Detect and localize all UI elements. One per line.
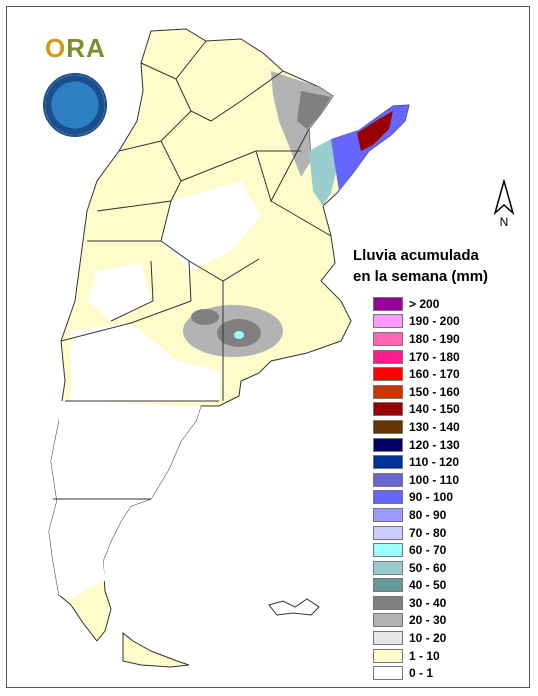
legend-label: 10 - 20	[409, 631, 447, 646]
legend-row: 180 - 190	[373, 330, 460, 348]
legend-label: 70 - 80	[409, 525, 447, 540]
legend-swatch	[373, 490, 403, 505]
legend-swatch	[373, 296, 403, 311]
legend-row: 170 - 180	[373, 348, 460, 366]
legend-row: 70 - 80	[373, 524, 460, 542]
legend-row: 190 - 200	[373, 313, 460, 331]
legend-label: 150 - 160	[409, 384, 460, 399]
legend-row: 1 - 10	[373, 647, 460, 665]
legend-swatch	[373, 384, 403, 399]
legend-swatch	[373, 578, 403, 593]
legend-row: 140 - 150	[373, 401, 460, 419]
legend-label: 130 - 140	[409, 419, 460, 434]
legend-swatch	[373, 525, 403, 540]
legend-swatch	[373, 349, 403, 364]
misiones-rain-blue-band	[331, 105, 409, 191]
legend-label: 140 - 150	[409, 402, 460, 417]
province-boundaries	[53, 40, 332, 500]
legend-label: 40 - 50	[409, 578, 447, 593]
legend-swatch	[373, 367, 403, 382]
legend-label: 100 - 110	[409, 472, 460, 487]
legend-row: 20 - 30	[373, 612, 460, 630]
legend-title-line1: Lluvia acumulada	[353, 247, 479, 264]
legend-label: 20 - 30	[409, 613, 447, 628]
legend-row: 130 - 140	[373, 418, 460, 436]
south-dry-zone	[49, 401, 201, 599]
north-arrow-icon: N	[493, 179, 515, 229]
legend-row: 90 - 100	[373, 489, 460, 507]
misiones-rain-core	[357, 111, 393, 151]
map-frame: ORA N Lluvia acumulada en la semana (mm)…	[6, 6, 530, 688]
legend-row: 160 - 170	[373, 365, 460, 383]
legend-label: 180 - 190	[409, 331, 460, 346]
legend-row: > 200	[373, 295, 460, 313]
legend-row: 80 - 90	[373, 506, 460, 524]
legend-swatch	[373, 543, 403, 558]
legend-swatch	[373, 437, 403, 452]
legend-title: Lluvia acumulada en la semana (mm)	[353, 245, 488, 287]
legend-label: 60 - 70	[409, 543, 447, 558]
legend-row: 60 - 70	[373, 541, 460, 559]
legend-label: 170 - 180	[409, 349, 460, 364]
ne-rain-dark-band	[297, 91, 331, 129]
legend-swatch	[373, 595, 403, 610]
tierra-del-fuego	[122, 631, 190, 668]
legend-row: 50 - 60	[373, 559, 460, 577]
legend-swatch	[373, 613, 403, 628]
legend-swatch	[373, 560, 403, 575]
north-label: N	[500, 215, 509, 229]
legend-label: 190 - 200	[409, 314, 460, 329]
legend-row: 100 - 110	[373, 471, 460, 489]
ora-logo: ORA	[45, 33, 106, 63]
legend-swatch	[373, 402, 403, 417]
legend-title-line2: en la semana (mm)	[353, 268, 489, 285]
legend-label: > 200	[409, 296, 440, 311]
legend-swatch	[373, 666, 403, 681]
legend: > 200 190 - 200 180 - 190 170 - 180 160 - 17…	[373, 295, 460, 682]
pampas-rain-small-patch	[191, 309, 219, 325]
pampas-rain-peak	[234, 331, 244, 339]
argentina-rainfall-map	[48, 28, 410, 668]
legend-swatch	[373, 507, 403, 522]
central-dry-zone	[71, 323, 221, 403]
legend-row: 120 - 130	[373, 436, 460, 454]
ne-rain-teal-band	[309, 139, 339, 206]
legend-swatch	[373, 314, 403, 329]
legend-row: 40 - 50	[373, 577, 460, 595]
legend-label: 1 - 10	[409, 648, 440, 663]
legend-swatch	[373, 455, 403, 470]
legend-row: 30 - 40	[373, 594, 460, 612]
legend-label: 80 - 90	[409, 507, 447, 522]
legend-swatch	[373, 331, 403, 346]
malvinas-islands	[268, 598, 320, 616]
cuyo-dry-zone	[87, 263, 151, 321]
legend-label: 30 - 40	[409, 595, 447, 610]
legend-row: 0 - 1	[373, 664, 460, 682]
center-west-dry-zone	[161, 181, 261, 271]
legend-label: 120 - 130	[409, 437, 460, 452]
legend-row: 110 - 120	[373, 453, 460, 471]
legend-swatch	[373, 631, 403, 646]
legend-label: 0 - 1	[409, 666, 434, 681]
legend-swatch	[373, 419, 403, 434]
legend-label: 160 - 170	[409, 367, 460, 382]
legend-swatch	[373, 472, 403, 487]
legend-label: 90 - 100	[409, 490, 454, 505]
legend-swatch	[373, 648, 403, 663]
legend-label: 50 - 60	[409, 560, 447, 575]
legend-row: 10 - 20	[373, 629, 460, 647]
smn-seal	[43, 73, 107, 137]
legend-label: 110 - 120	[409, 455, 460, 470]
legend-row: 150 - 160	[373, 383, 460, 401]
